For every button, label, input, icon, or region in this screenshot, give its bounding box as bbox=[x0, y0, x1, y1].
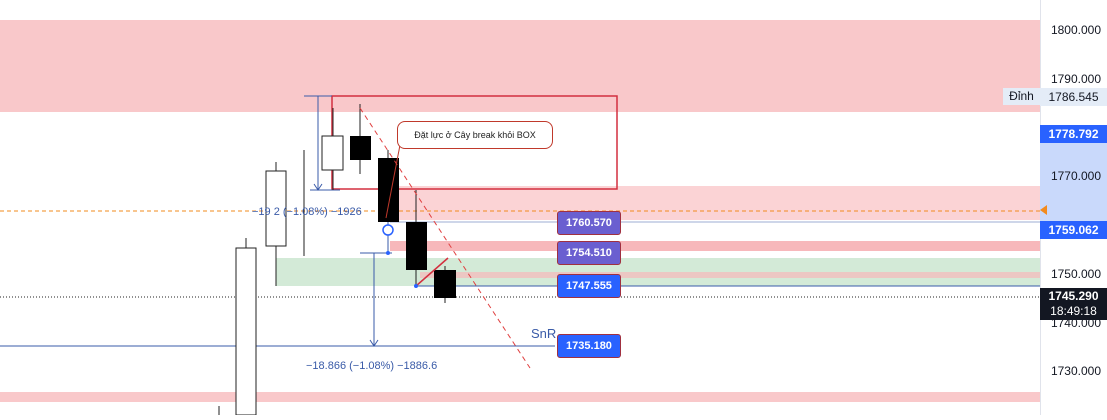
anchor-dot bbox=[386, 251, 390, 255]
tick-1750: 1750.000 bbox=[1050, 267, 1101, 281]
candle-bear-4[interactable] bbox=[434, 270, 456, 298]
axis-price-mid: 1759.062 bbox=[1040, 221, 1107, 239]
chart-canvas[interactable] bbox=[0, 0, 1040, 416]
supply-zone-thin bbox=[390, 241, 1040, 251]
support-zone-red-line bbox=[420, 272, 1040, 278]
resistance-zone bbox=[0, 20, 1040, 112]
dinh-label: Đỉnh bbox=[1003, 88, 1040, 105]
bottom-zone bbox=[0, 392, 1040, 402]
price-chart[interactable]: Đặt lực ở Cây break khỏi BOX −19 2 (−1.0… bbox=[0, 0, 1040, 416]
tick-1730: 1730.000 bbox=[1050, 364, 1101, 378]
red-trendline[interactable] bbox=[415, 257, 449, 287]
axis-highlight-range bbox=[1040, 128, 1107, 231]
price-label-1760[interactable]: 1760.570 bbox=[557, 211, 621, 235]
measure-top-text: −19 2 (−1.08%) −1926 bbox=[252, 206, 362, 218]
callout-note[interactable]: Đặt lực ở Cây break khỏi BOX bbox=[397, 121, 553, 149]
snr-label: SnR bbox=[531, 326, 557, 341]
candle-bull-2[interactable] bbox=[265, 170, 287, 247]
orange-marker-icon bbox=[1040, 205, 1047, 215]
measure-bottom-text: −18.866 (−1.08%) −1886.6 bbox=[306, 360, 438, 372]
tick-1790: 1790.000 bbox=[1050, 72, 1101, 86]
measure-bottom-arrow bbox=[369, 339, 379, 347]
current-price-value: 1745.290 bbox=[1048, 289, 1099, 303]
current-price-tag: 1745.290 18:49:18 bbox=[1040, 288, 1107, 320]
price-label-1754[interactable]: 1754.510 bbox=[557, 241, 621, 265]
price-axis[interactable]: 1800.000 1790.000 1770.000 1750.000 1740… bbox=[1040, 0, 1107, 415]
tick-1800: 1800.000 bbox=[1050, 23, 1101, 37]
anchor-circle[interactable] bbox=[382, 224, 394, 236]
price-label-1747[interactable]: 1747.555 bbox=[557, 274, 621, 298]
candle-bear-2[interactable] bbox=[378, 158, 399, 222]
candle-bull-1[interactable] bbox=[235, 247, 257, 416]
trend-dashed-line[interactable] bbox=[359, 107, 531, 369]
anchor-dot-2 bbox=[414, 284, 418, 288]
candle-bear-1[interactable] bbox=[350, 136, 371, 160]
tick-1770: 1770.000 bbox=[1050, 169, 1101, 183]
candle-bull-3[interactable] bbox=[321, 135, 344, 171]
axis-dinh-price: 1786.545 bbox=[1040, 88, 1107, 106]
supply-zone bbox=[390, 186, 1040, 220]
callout-pointer bbox=[385, 144, 401, 219]
candle-bear-3[interactable] bbox=[406, 222, 427, 270]
price-label-1735[interactable]: 1735.180 bbox=[557, 334, 621, 358]
axis-price-top: 1778.792 bbox=[1040, 125, 1107, 143]
countdown-timer: 18:49:18 bbox=[1050, 304, 1097, 318]
